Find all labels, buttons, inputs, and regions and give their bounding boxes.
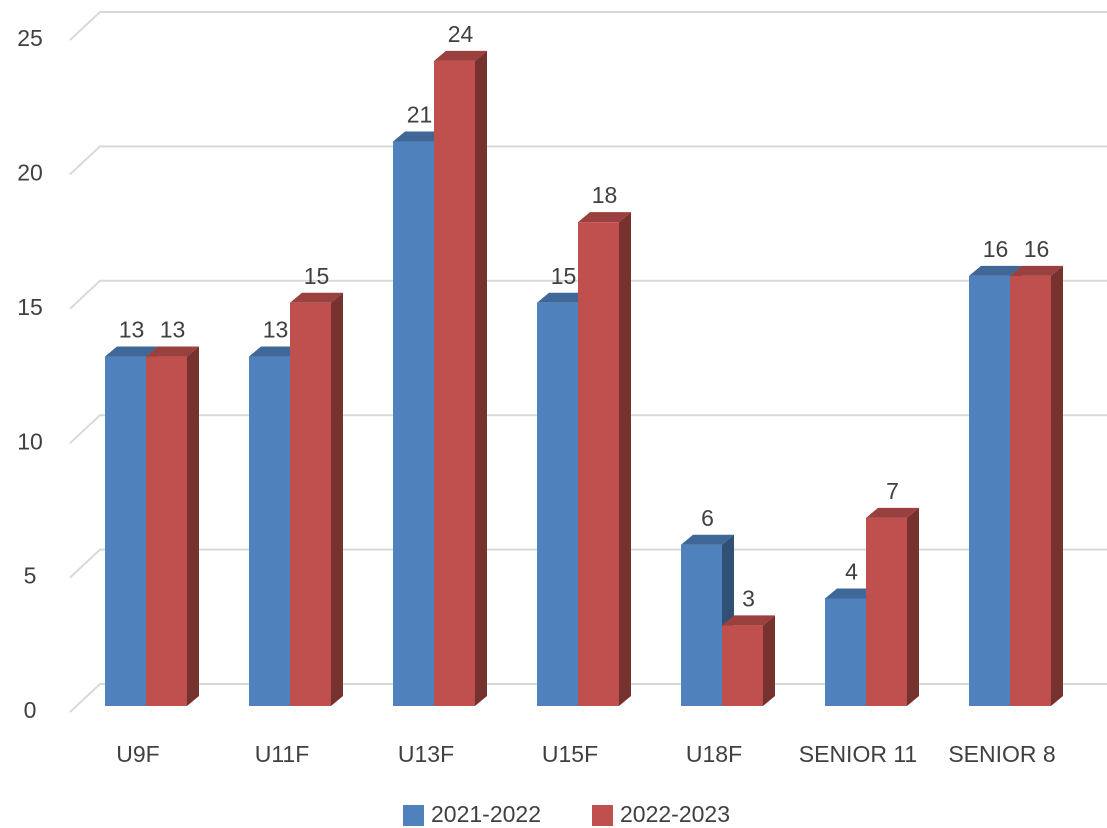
x-tick-label: U9F <box>116 741 159 767</box>
bar-face <box>146 346 199 357</box>
legend-label: 2022-2023 <box>620 801 730 827</box>
bar-face <box>866 517 907 706</box>
bar <box>866 507 919 706</box>
y-tick-label: 10 <box>17 428 43 454</box>
legend-swatch <box>403 805 424 826</box>
bar-face <box>1051 265 1063 706</box>
data-label: 18 <box>592 182 618 208</box>
bar-face <box>249 346 302 357</box>
bar-face <box>537 292 590 303</box>
bar <box>578 212 631 706</box>
bar-face <box>969 275 1010 706</box>
bar-face <box>393 141 434 706</box>
data-label: 16 <box>983 236 1009 262</box>
y-tick-label: 25 <box>17 25 43 51</box>
x-tick-label: SENIOR 11 <box>799 741 917 767</box>
y-tick-label: 0 <box>24 697 37 723</box>
bar <box>1010 265 1063 706</box>
bar-face <box>1010 265 1063 276</box>
grid-line <box>69 11 1107 41</box>
data-label: 4 <box>845 559 858 585</box>
grid-line <box>69 279 1107 310</box>
x-tick-label: U18F <box>686 741 742 767</box>
bar <box>146 346 199 706</box>
x-tick-label: SENIOR 8 <box>948 741 1055 767</box>
bar-face <box>290 292 343 303</box>
bar-face <box>537 302 578 706</box>
legend-swatch <box>592 805 613 826</box>
bar-face <box>105 346 158 357</box>
bar-face <box>249 356 290 706</box>
bar-face <box>290 302 331 706</box>
data-label: 13 <box>119 317 145 343</box>
data-label: 21 <box>407 102 433 128</box>
bar-face <box>825 588 878 599</box>
grid-line <box>69 548 1107 579</box>
bar-face <box>105 356 146 706</box>
data-label: 13 <box>263 317 289 343</box>
bar-face <box>1010 275 1051 706</box>
x-tick-label: U13F <box>398 741 454 767</box>
bar-face <box>969 265 1022 276</box>
bar-face <box>619 212 631 706</box>
bar-face <box>681 544 722 706</box>
bar-face <box>722 615 775 626</box>
bar-face <box>722 625 763 706</box>
data-label: 7 <box>886 478 899 504</box>
bar <box>290 292 343 706</box>
data-label: 15 <box>551 263 577 289</box>
bar-face <box>681 534 734 545</box>
x-tick-label: U15F <box>542 741 598 767</box>
y-tick-label: 15 <box>17 294 43 320</box>
bar-face <box>763 615 775 706</box>
y-tick-label: 20 <box>17 159 43 185</box>
bar-face <box>578 212 631 223</box>
bar <box>722 615 775 706</box>
legend-label: 2021-2022 <box>431 801 541 827</box>
bar-face <box>578 222 619 706</box>
bar-face <box>907 507 919 706</box>
bar-face <box>866 507 919 518</box>
y-tick-label: 5 <box>24 563 37 589</box>
data-label: 16 <box>1024 236 1050 262</box>
data-label: 3 <box>742 585 755 611</box>
data-label: 6 <box>701 505 714 531</box>
bar-face <box>825 598 866 706</box>
bar-face <box>434 60 475 706</box>
bar-face <box>393 131 446 142</box>
bar-face <box>331 292 343 706</box>
bar-face <box>187 346 199 706</box>
bar-face <box>146 356 187 706</box>
bar <box>434 50 487 706</box>
data-label: 24 <box>448 21 474 47</box>
bar-face <box>475 50 487 706</box>
x-tick-label: U11F <box>255 741 310 767</box>
grid-line <box>69 414 1107 444</box>
bar-face <box>434 50 487 61</box>
data-label: 15 <box>304 263 330 289</box>
grid-line <box>69 145 1107 176</box>
data-label: 13 <box>160 317 186 343</box>
